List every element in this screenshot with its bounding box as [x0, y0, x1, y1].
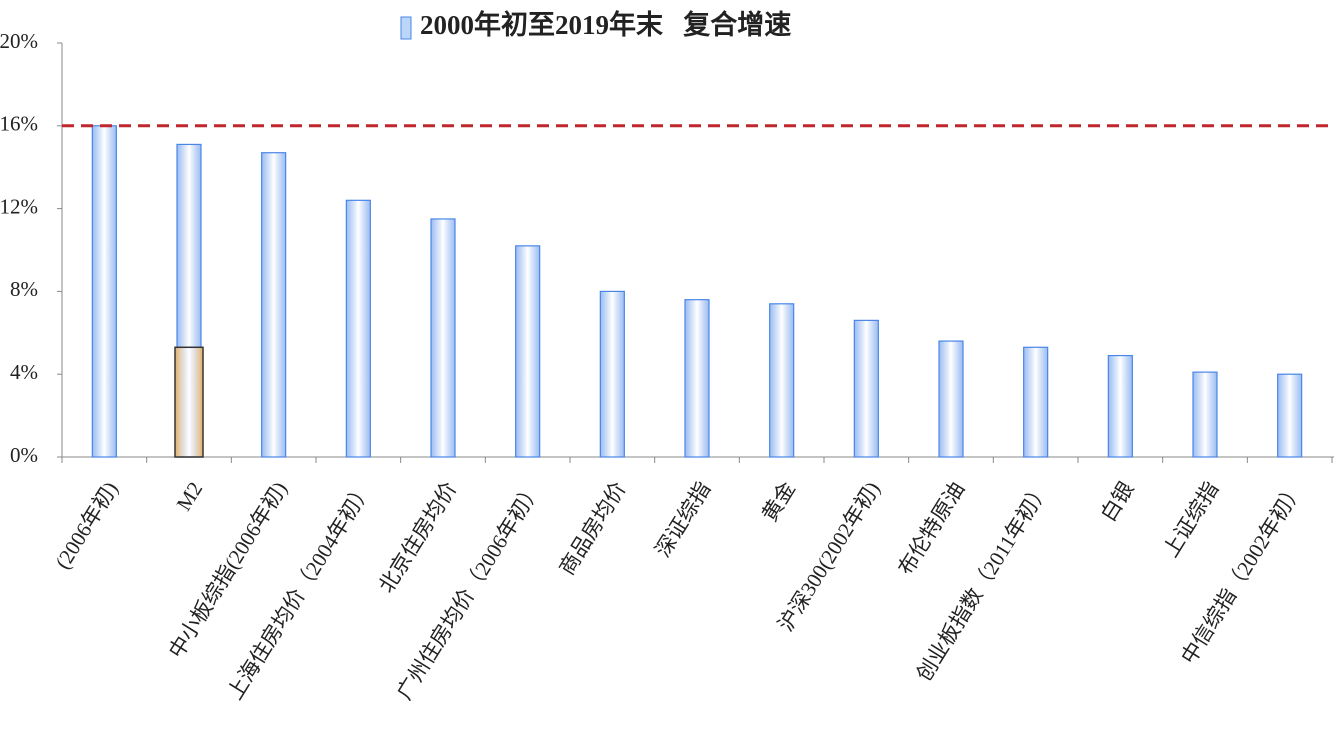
- bar: [599, 290, 625, 458]
- bar: [515, 245, 541, 458]
- x-tick-label: (2006年初): [50, 477, 122, 573]
- bar: [938, 340, 964, 458]
- bar: [684, 299, 710, 458]
- y-tick-label: 0%: [10, 443, 38, 467]
- bar: [1192, 371, 1218, 458]
- bar: [1023, 346, 1049, 458]
- legend-label: 2000年初至2019年末 复合增速: [420, 9, 791, 40]
- x-tick-label: 广州住房均价（2006年初）: [392, 477, 546, 703]
- y-tick-label: 4%: [10, 360, 38, 384]
- bar: [91, 125, 117, 458]
- y-tick-label: 8%: [10, 277, 38, 301]
- x-tick-label: 布伦特原油: [893, 477, 969, 579]
- bar: [261, 152, 287, 458]
- bar: [430, 218, 456, 458]
- x-tick-label: 深证综指: [650, 477, 715, 561]
- x-tick-label: 上证综指: [1158, 477, 1223, 561]
- x-tick-label: 商品房均价: [555, 477, 631, 579]
- x-tick-label: 北京住房均价: [374, 477, 461, 597]
- x-tick-label: 上海住房均价（2004年初）: [223, 477, 377, 703]
- bar: [769, 303, 795, 458]
- bar: [853, 319, 879, 458]
- bar: [174, 346, 204, 458]
- y-tick-label: 20%: [0, 29, 38, 53]
- y-tick-label: 12%: [0, 194, 38, 218]
- y-tick-label: 16%: [0, 112, 38, 136]
- x-tick-label: 黄金: [757, 477, 800, 525]
- x-tick-label: 白银: [1096, 477, 1139, 525]
- bar: [1277, 373, 1303, 458]
- bar: [1107, 354, 1133, 458]
- x-tick-label: M2: [172, 477, 208, 514]
- bar: [345, 199, 371, 458]
- legend-swatch: [400, 16, 412, 40]
